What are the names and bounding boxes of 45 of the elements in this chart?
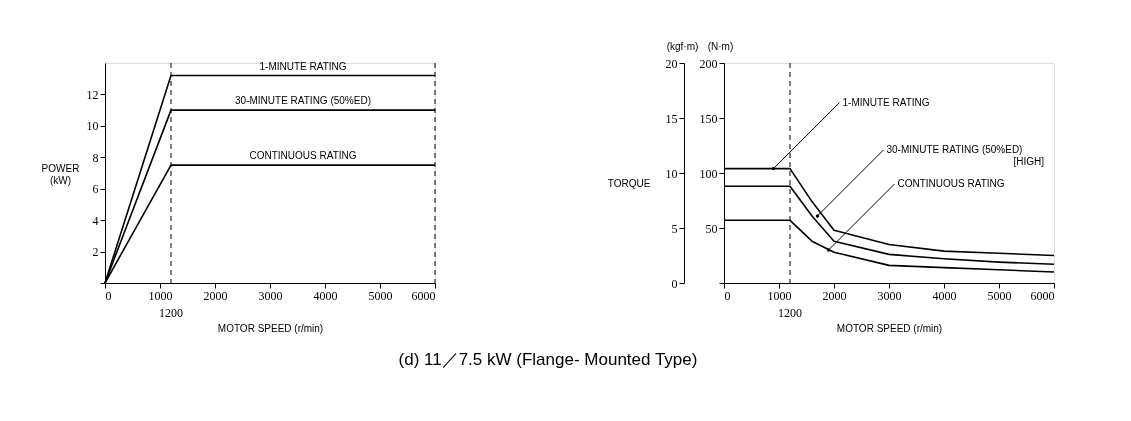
y-tick-label: 50: [705, 221, 718, 236]
y-axis-title: POWER (kW): [41, 162, 80, 186]
x-tick-label: 5000: [987, 288, 1012, 303]
y-axis-title: (N·m): [707, 40, 734, 52]
y-tick-label: 150: [699, 111, 718, 126]
x-tick-label: 6000: [411, 288, 436, 303]
x-tick-label: 5000: [368, 288, 393, 303]
y2-tick-label: 5: [671, 221, 678, 236]
series-label: 1-MINUTE RATING: [259, 60, 347, 72]
y-tick-label: 200: [699, 56, 718, 71]
x-tick-label: 0: [105, 288, 112, 303]
x-axis-title: MOTOR SPEED (r/min): [217, 322, 324, 334]
x-tick-label: 2000: [203, 288, 228, 303]
x-tick-label: 6000: [1030, 288, 1055, 303]
x-tick-label: 1000: [767, 288, 792, 303]
y2-tick-label: 0: [671, 276, 678, 291]
ref-line-label: 1200: [778, 306, 802, 320]
x-axis-title: MOTOR SPEED (r/min): [836, 322, 943, 334]
y-tick-label: 100: [699, 166, 718, 181]
series-label: 30-MINUTE RATING (50%ED): [235, 95, 371, 107]
y-tick-label: 6: [92, 182, 99, 197]
y-tick-label: 4: [92, 213, 99, 228]
y-tick-label: 2: [92, 245, 99, 260]
annotation: CONTINUOUS RATING: [897, 178, 1005, 189]
y-tick-label: 10: [86, 119, 99, 134]
y2-axis-title: (kgf·m): [666, 40, 699, 52]
ref-line-label: 1200: [159, 306, 183, 320]
series-label: CONTINUOUS RATING: [249, 150, 357, 162]
x-tick-label: 2000: [822, 288, 847, 303]
x-tick-label: 1000: [148, 288, 173, 303]
y2-tick-label: 15: [665, 111, 678, 126]
text: (d) 11／7.5 kW (Flange- Mounted Type): [398, 349, 698, 369]
y2-tick-label: 20: [665, 56, 678, 71]
y-tick-label: 12: [86, 87, 99, 102]
y2-tick-label: 10: [665, 166, 678, 181]
x-tick-label: 3000: [258, 288, 283, 303]
x-tick-label: 0: [724, 288, 731, 303]
y-tick-label: 8: [92, 150, 99, 165]
annotation: 30-MINUTE RATING (50%ED): [886, 143, 1023, 155]
annotation: 1-MINUTE RATING: [842, 96, 930, 108]
x-tick-label: 3000: [877, 288, 902, 303]
text: TORQUE: [607, 178, 651, 189]
annotation: [HIGH]: [1013, 156, 1045, 167]
x-tick-label: 4000: [932, 288, 957, 303]
x-tick-label: 4000: [313, 288, 338, 303]
